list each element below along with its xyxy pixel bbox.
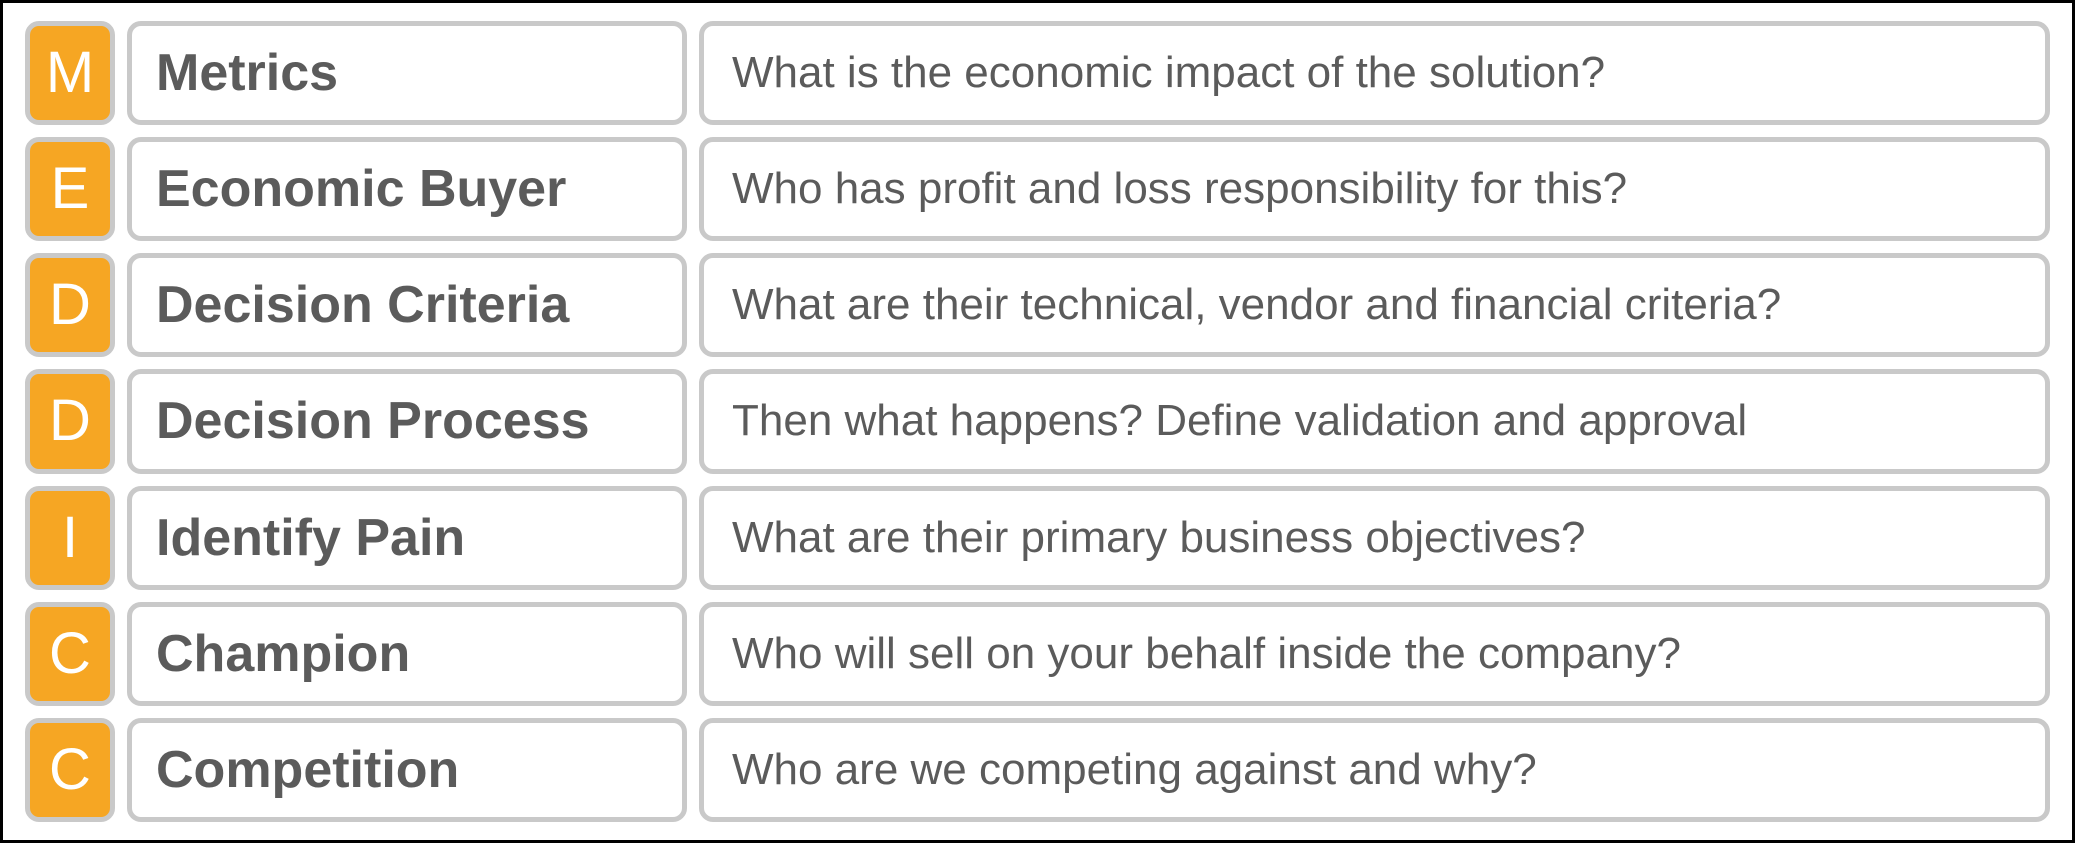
table-row: C Competition Who are we competing again… [25,718,2050,822]
term-cell: Identify Pain [127,486,687,590]
letter-cell: C [25,602,115,706]
term-cell: Metrics [127,21,687,125]
table-row: D Decision Criteria What are their techn… [25,253,2050,357]
table-row: E Economic Buyer Who has profit and loss… [25,137,2050,241]
letter-cell: D [25,369,115,473]
table-row: I Identify Pain What are their primary b… [25,486,2050,590]
description-cell: Who will sell on your behalf inside the … [699,602,2050,706]
term-cell: Champion [127,602,687,706]
term-cell: Economic Buyer [127,137,687,241]
term-cell: Competition [127,718,687,822]
table-row: C Champion Who will sell on your behalf … [25,602,2050,706]
table-row: D Decision Process Then what happens? De… [25,369,2050,473]
description-cell: What are their primary business objectiv… [699,486,2050,590]
letter-cell: M [25,21,115,125]
letter-cell: C [25,718,115,822]
description-cell: Then what happens? Define validation and… [699,369,2050,473]
letter-cell: E [25,137,115,241]
term-cell: Decision Criteria [127,253,687,357]
table-row: M Metrics What is the economic impact of… [25,21,2050,125]
description-cell: Who are we competing against and why? [699,718,2050,822]
letter-cell: D [25,253,115,357]
description-cell: What is the economic impact of the solut… [699,21,2050,125]
description-cell: What are their technical, vendor and fin… [699,253,2050,357]
term-cell: Decision Process [127,369,687,473]
meddicc-table: M Metrics What is the economic impact of… [0,0,2075,843]
description-cell: Who has profit and loss responsibility f… [699,137,2050,241]
letter-cell: I [25,486,115,590]
